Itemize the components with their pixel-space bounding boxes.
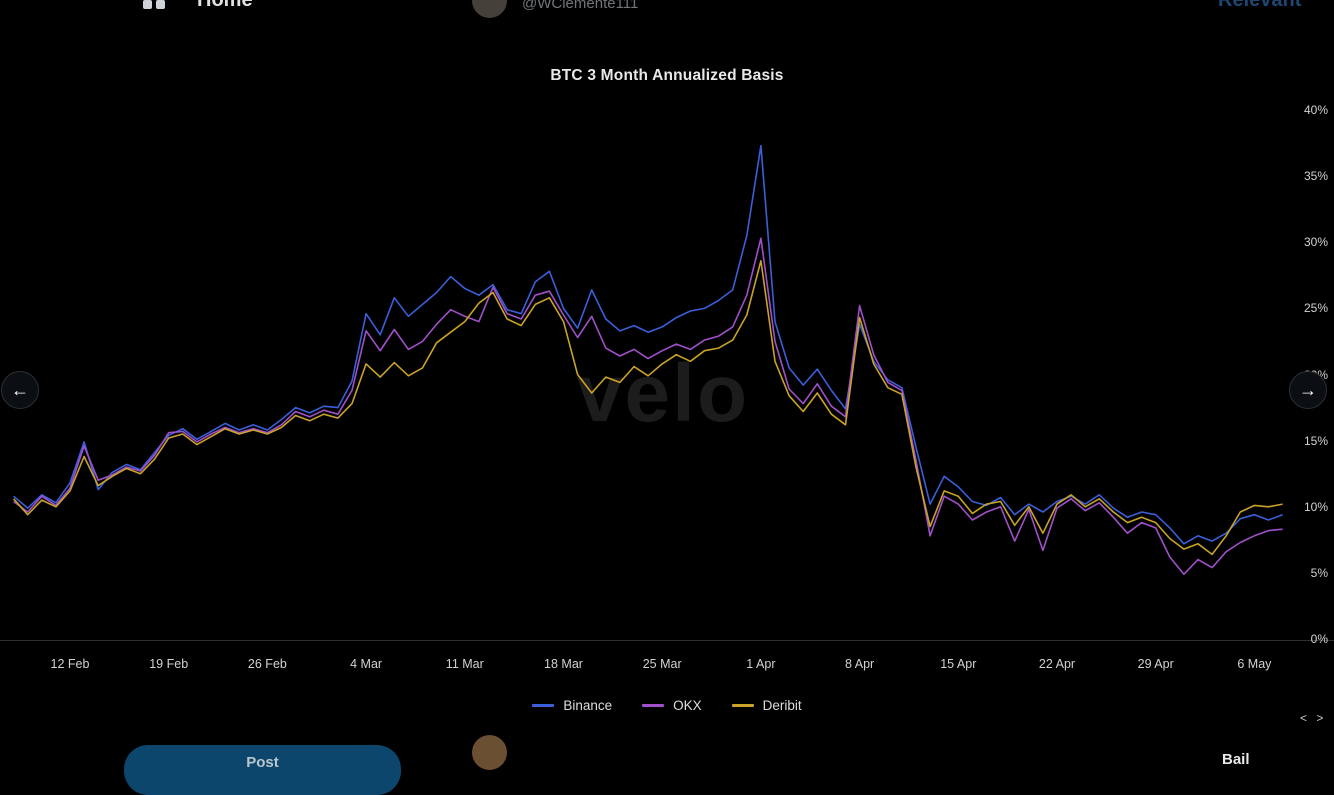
avatar[interactable]	[472, 735, 507, 770]
x-tick-label: 19 Feb	[149, 657, 189, 671]
legend-label: Deribit	[762, 698, 802, 713]
post-button[interactable]: Post	[124, 745, 401, 795]
y-tick-label: 10%	[1303, 499, 1328, 514]
chart-title: BTC 3 Month Annualized Basis	[550, 67, 784, 84]
legend-item-okx[interactable]: OKX	[642, 698, 702, 713]
prev-image-button[interactable]: ←	[1, 371, 39, 409]
x-tick-label: 18 Mar	[544, 657, 583, 671]
velo-watermark: velo	[576, 348, 750, 440]
x-tick-label: 29 Apr	[1137, 657, 1174, 671]
x-tick-label: 15 Apr	[940, 657, 977, 671]
resize-glyphs[interactable]: < >	[1300, 711, 1327, 725]
x-tick-label: 1 Apr	[746, 657, 776, 671]
nav-home-label[interactable]: Home	[197, 0, 253, 11]
sidebar-partial-label: Bail	[1222, 751, 1250, 768]
x-tick-label: 22 Apr	[1038, 657, 1076, 671]
grid-view-icon[interactable]	[143, 0, 166, 10]
legend-swatch	[731, 704, 754, 707]
next-image-button[interactable]: →	[1289, 371, 1327, 409]
grid-square	[156, 0, 165, 9]
x-tick-label: 26 Feb	[247, 657, 287, 671]
y-tick-label: 40%	[1303, 103, 1328, 117]
legend-label: Binance	[563, 698, 613, 713]
legend-swatch	[642, 704, 665, 707]
chart-legend: Binance OKX Deribit	[0, 698, 1334, 713]
y-tick-label: 0%	[1310, 632, 1328, 646]
post-button-label: Post	[246, 754, 279, 771]
arrow-right-icon: →	[1299, 380, 1317, 400]
grid-square	[143, 0, 152, 9]
legend-item-binance[interactable]: Binance	[532, 698, 612, 713]
x-tick-label: 4 Mar	[350, 657, 383, 671]
y-tick-label: 30%	[1303, 235, 1328, 250]
x-axis-line	[0, 640, 1334, 641]
legend-swatch	[532, 704, 555, 707]
y-tick-label: 35%	[1303, 169, 1328, 184]
y-tick-label: 5%	[1310, 565, 1328, 580]
legend-label: OKX	[673, 698, 702, 713]
x-tick-label: 12 Feb	[50, 657, 90, 671]
relevant-section-label: Relevant	[1218, 0, 1302, 11]
x-tick-label: 11 Mar	[445, 657, 484, 671]
y-tick-label: 25%	[1303, 301, 1328, 316]
series-line-binance	[13, 144, 1283, 545]
user-handle[interactable]: @WClemente111	[522, 0, 639, 12]
y-tick-label: 15%	[1303, 433, 1328, 448]
x-tick-label: 6 May	[1237, 657, 1272, 671]
avatar[interactable]	[472, 0, 507, 18]
x-tick-label: 8 Apr	[845, 657, 875, 671]
legend-item-deribit[interactable]: Deribit	[731, 698, 802, 713]
x-tick-label: 25 Mar	[642, 657, 682, 671]
arrow-left-icon: ←	[11, 380, 29, 400]
